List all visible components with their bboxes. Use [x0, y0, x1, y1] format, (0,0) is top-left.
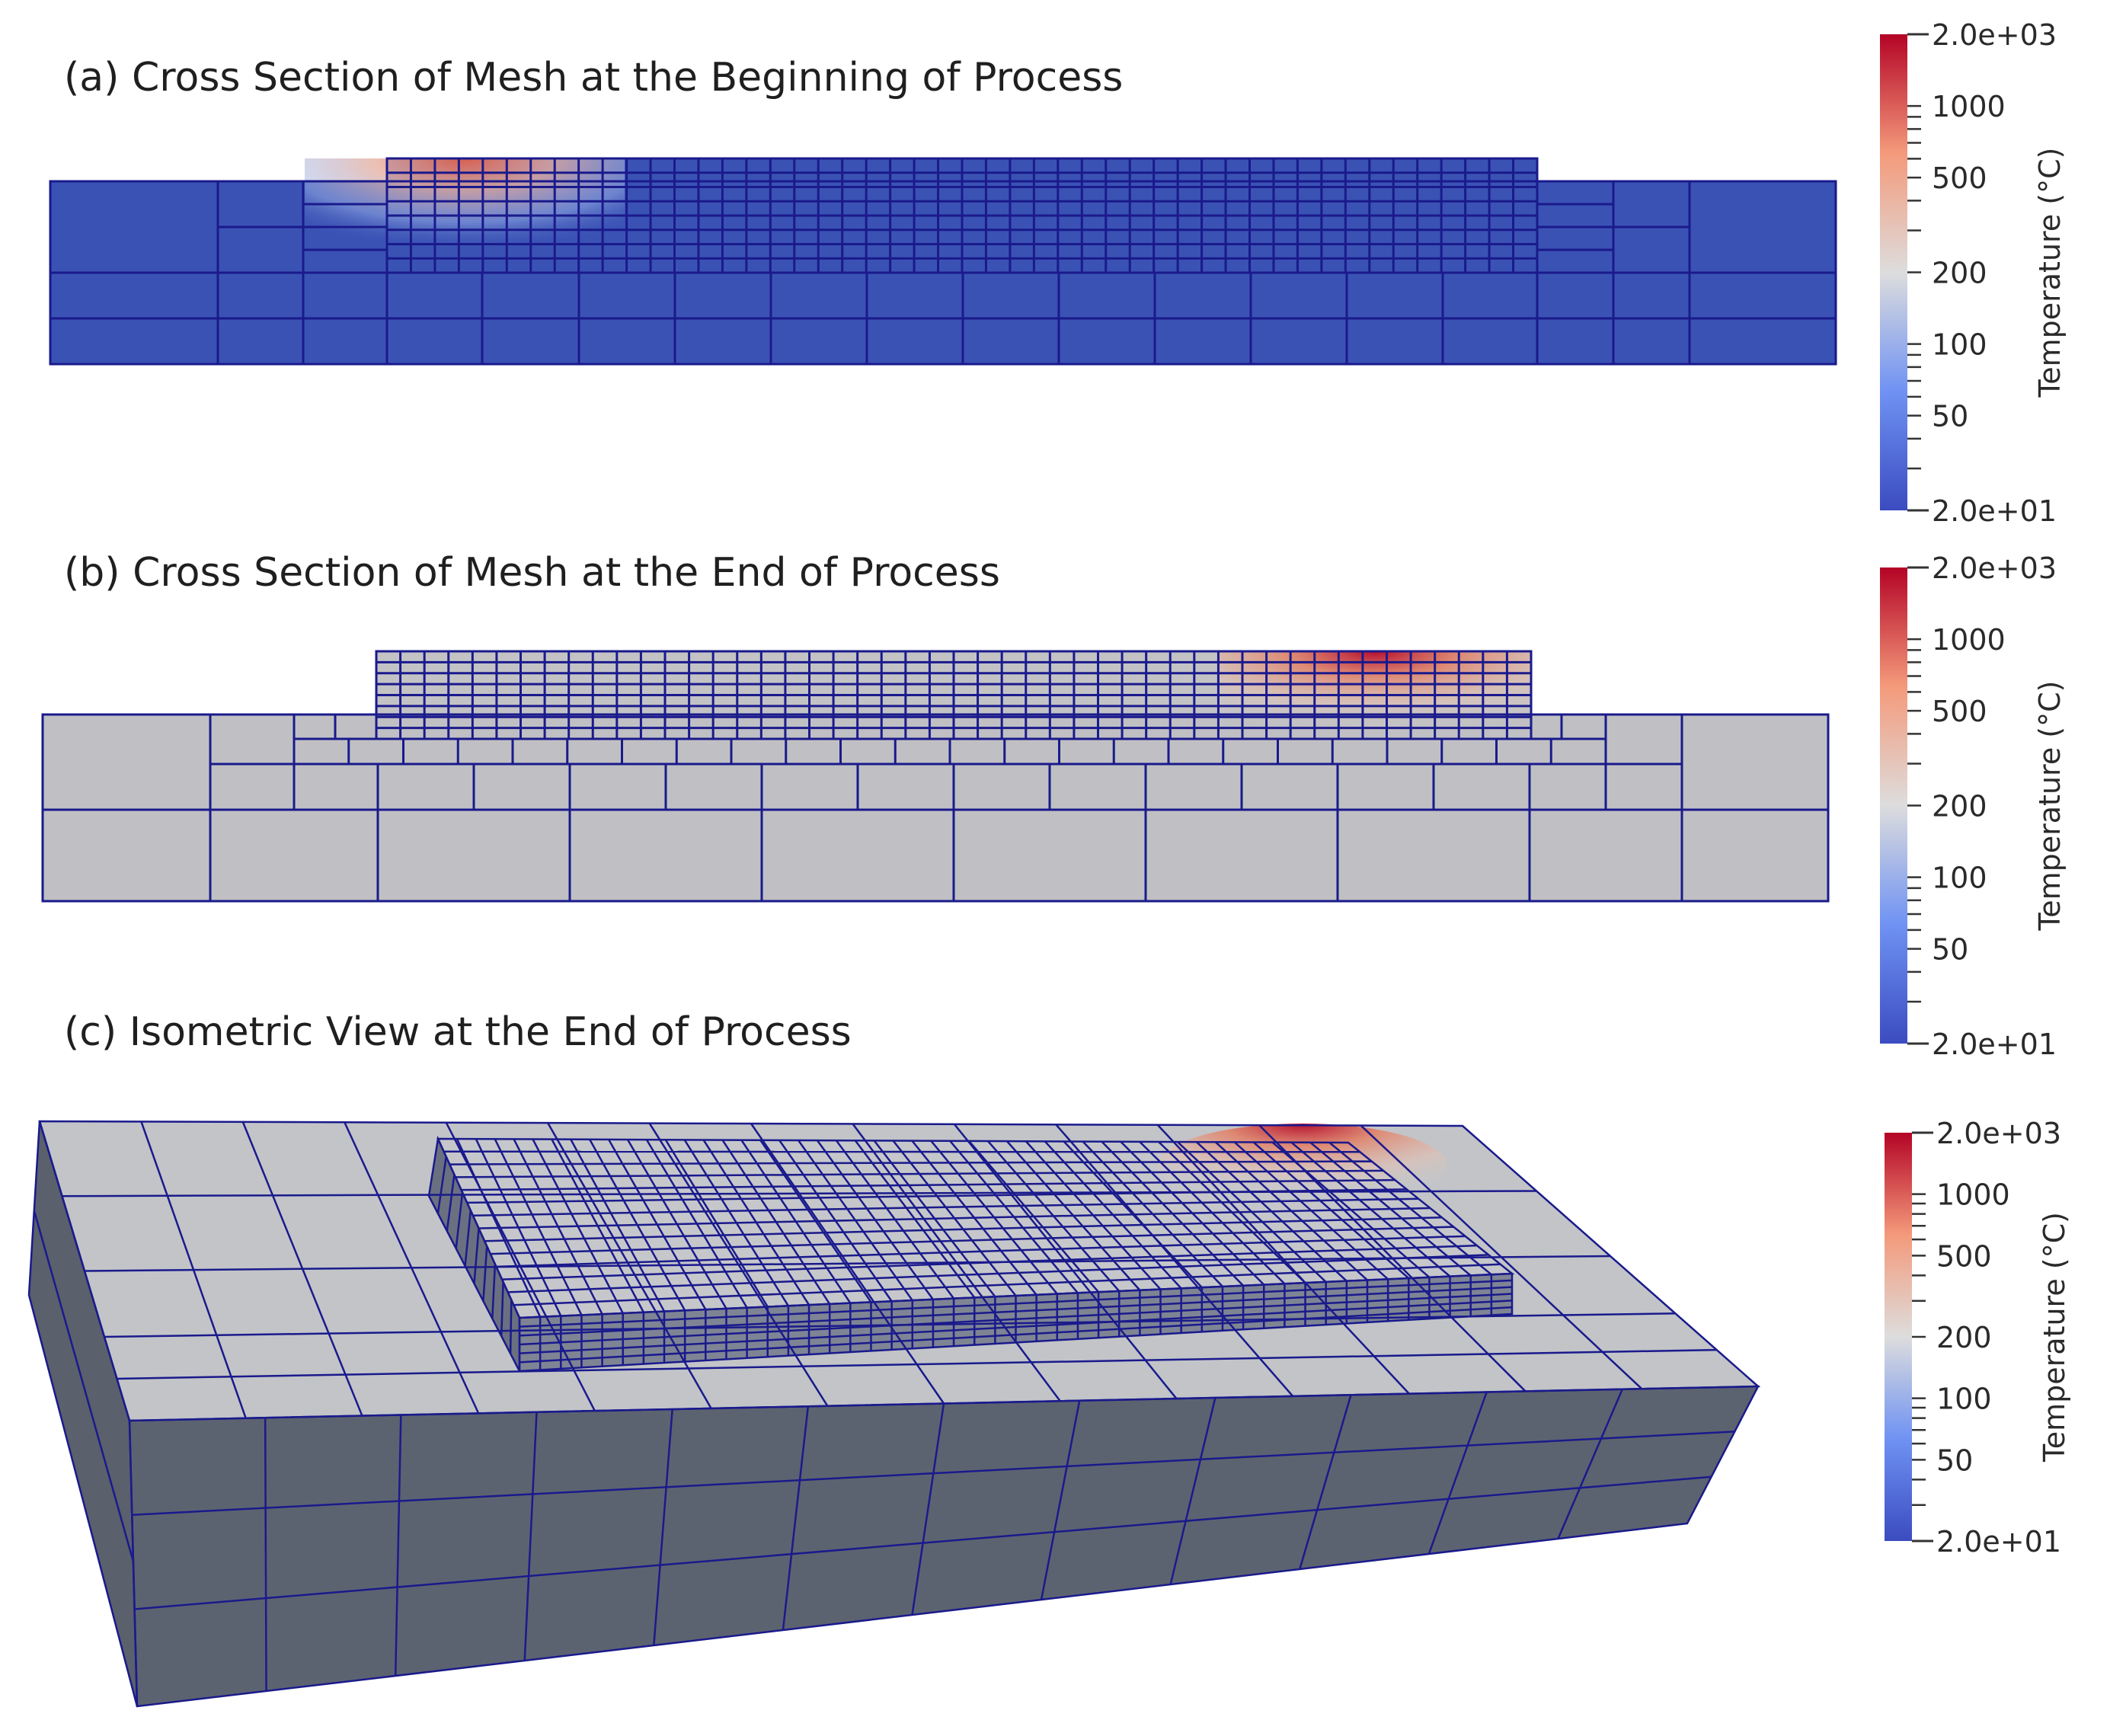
panel-a-title: (a) Cross Section of Mesh at the Beginni…	[64, 55, 1124, 101]
mesh-line	[436, 1156, 447, 1214]
panel-c-substrate-front	[129, 1386, 1758, 1706]
colorbar-tick-label: 1000	[1932, 90, 2006, 123]
colorbar-title: Temperature (°C)	[2033, 148, 2067, 398]
colorbar-tick-label: 1000	[1936, 1178, 2010, 1212]
mesh-line	[1557, 1389, 1623, 1539]
mesh-line	[482, 1245, 488, 1302]
colorbar-tick-label: 100	[1932, 328, 1987, 362]
panel-c-hotspot	[1158, 1124, 1447, 1207]
mesh-line	[443, 1150, 1360, 1153]
mesh-line	[496, 1235, 1466, 1268]
panel-c-mesh-lines	[27, 1120, 1761, 1708]
panel-b-mesh-lines	[41, 650, 1830, 903]
mesh-line	[484, 1216, 1442, 1242]
mesh-line	[519, 1279, 1513, 1328]
colorbar-tick-label: 200	[1932, 257, 1987, 290]
colorbar-gradient	[1880, 567, 1907, 1044]
mesh-line	[490, 1226, 1454, 1255]
panel-c-mesh	[27, 1120, 1761, 1708]
mesh-line	[449, 1160, 1372, 1165]
mesh-line	[264, 1418, 267, 1692]
mesh-line	[455, 1169, 1384, 1178]
colorbar-tick-label: 500	[1932, 695, 1987, 728]
colorbar-max-label: 2.0e+03	[1932, 551, 2057, 585]
colorbar-min-label: 2.0e+01	[1936, 1525, 2061, 1559]
mesh-line	[461, 1178, 1395, 1191]
colorbar-b: 2.0e+03 2.0e+01 1000 500 200 100 50 Temperature…	[1880, 551, 2067, 1061]
panel-c-title: (c) Isometric View at the End of Process	[64, 1009, 852, 1055]
mesh-line	[500, 1281, 504, 1337]
colorbar-tick-label: 100	[1936, 1383, 1992, 1416]
mesh-line	[509, 1300, 513, 1354]
mesh-line	[513, 1263, 1501, 1306]
mesh-line	[1169, 1397, 1216, 1585]
mesh-line	[653, 1408, 673, 1646]
colorbar-max-label: 2.0e+03	[1932, 18, 2057, 52]
panel-b-mesh	[41, 650, 1830, 903]
mesh-line	[519, 1293, 1513, 1346]
colorbar-tick-label: 200	[1936, 1321, 1992, 1354]
colorbar-min-label: 2.0e+01	[1932, 494, 2057, 528]
colorbar-tick-label: 50	[1932, 400, 1968, 433]
colorbar-title: Temperature (°C)	[2038, 1212, 2071, 1463]
colorbar-tick-label: 100	[1932, 862, 1987, 895]
colorbar-max-label: 2.0e+03	[1936, 1117, 2061, 1150]
mesh-line	[507, 1254, 1489, 1293]
mesh-line	[1299, 1394, 1352, 1570]
panel-b-title: (b) Cross Section of Mesh at the End of …	[64, 550, 1000, 596]
panel-c-substrate-left	[29, 1121, 137, 1706]
mesh-line	[455, 1192, 464, 1249]
colorbar-tick-label: 500	[1932, 161, 1987, 195]
panel-c-substrate-left-outline	[27, 1121, 139, 1707]
colorbar-gradient	[1880, 34, 1907, 510]
colorbar-tick-label: 200	[1932, 790, 1987, 823]
panel-a-mesh	[49, 157, 1837, 366]
mesh-line	[502, 1244, 1477, 1280]
mesh-line	[478, 1207, 1431, 1229]
mesh-line	[84, 1255, 1611, 1272]
mesh-line	[519, 1300, 1513, 1354]
mesh-line	[472, 1197, 1419, 1216]
mesh-line	[394, 1415, 402, 1677]
mesh-line	[782, 1406, 810, 1631]
panel-b-outline	[41, 713, 1830, 903]
mesh-line	[519, 1306, 1513, 1364]
panel-a-mesh-lines	[49, 157, 1837, 366]
mesh-line	[911, 1403, 945, 1616]
mesh-line	[446, 1174, 456, 1232]
mesh-line	[519, 1286, 1513, 1337]
colorbar-tick-label: 50	[1936, 1443, 1973, 1477]
mesh-line	[1040, 1400, 1081, 1600]
mesh-line	[491, 1264, 497, 1319]
mesh-line	[1427, 1392, 1488, 1555]
mesh-line	[523, 1411, 538, 1661]
colorbar-tick-label: 1000	[1932, 623, 2006, 657]
mesh-line	[33, 1210, 135, 1562]
mesh-line	[117, 1348, 1717, 1380]
colorbar-title: Temperature (°C)	[2033, 681, 2067, 932]
colorbar-tick-label: 50	[1932, 933, 1968, 967]
mesh-line	[467, 1188, 1407, 1204]
mesh-line	[473, 1228, 480, 1284]
mesh-line	[464, 1210, 472, 1267]
panel-b-substrate	[43, 715, 1828, 901]
colorbar-tick-label: 500	[1936, 1239, 1992, 1273]
colorbar-c: 2.0e+03 2.0e+01 1000 500 200 100 50 Temperature…	[1885, 1117, 2071, 1559]
panel-c-deposit-left-outline	[427, 1135, 521, 1372]
colorbar-a: 2.0e+03 2.0e+01 1000 500 200 100 50 Temperature…	[1880, 18, 2067, 528]
colorbar-gradient	[1885, 1133, 1912, 1541]
colorbar-min-label: 2.0e+01	[1932, 1028, 2057, 1061]
